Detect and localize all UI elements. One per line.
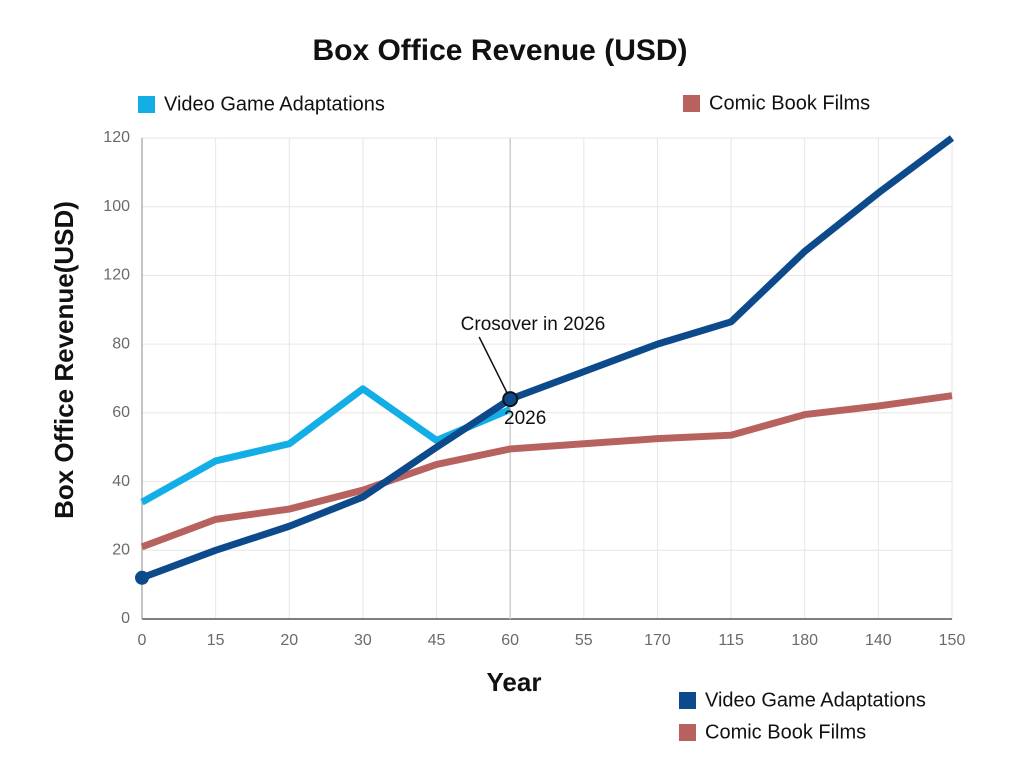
y-tick-label: 20: [112, 542, 130, 559]
y-tick-label: 100: [103, 198, 130, 215]
annotation-label: 2026: [504, 408, 546, 429]
y-tick-label: 40: [112, 473, 130, 490]
x-tick-label: 115: [718, 632, 744, 649]
x-tick-label: 0: [138, 632, 147, 649]
y-tick-label: 120: [103, 267, 130, 284]
x-tick-label: 55: [575, 632, 593, 649]
y-tick-label: 60: [112, 404, 130, 421]
series-line: [140, 135, 955, 582]
y-tick-label: 80: [112, 335, 130, 352]
point-marker: [135, 570, 149, 585]
series-line: [140, 392, 953, 551]
legend-swatch: [679, 724, 696, 741]
x-tick-label: 150: [939, 632, 966, 649]
chart-title: Box Office Revenue (USD): [312, 34, 687, 67]
legend-swatch: [138, 96, 155, 113]
x-tick-label: 60: [501, 632, 519, 649]
x-tick-label: 15: [207, 632, 225, 649]
point-marker: [502, 391, 519, 408]
legend-swatch: [679, 692, 696, 709]
x-tick-label: 45: [428, 632, 446, 649]
legend-label: Comic Book Films: [705, 721, 866, 743]
y-axis-label: Box Office Revenue(USD): [49, 201, 79, 519]
y-tick-label: 120: [103, 129, 130, 146]
x-axis-label: Year: [487, 667, 542, 697]
x-tick-label: 20: [280, 632, 298, 649]
legend-swatch: [683, 95, 700, 112]
annotation-text: Crosover in 2026: [461, 314, 606, 335]
legend-label: Video Game Adaptations: [705, 689, 926, 711]
y-tick-label: 0: [121, 610, 130, 627]
x-tick-label: 30: [354, 632, 372, 649]
x-tick-label: 170: [644, 632, 671, 649]
x-tick-label: 140: [865, 632, 892, 649]
series-line: [140, 385, 512, 506]
x-tick-label: 180: [791, 632, 818, 649]
legend-label: Video Game Adaptations: [164, 93, 385, 115]
annotation-arrow: [478, 336, 508, 394]
legend-label: Comic Book Films: [709, 92, 870, 114]
